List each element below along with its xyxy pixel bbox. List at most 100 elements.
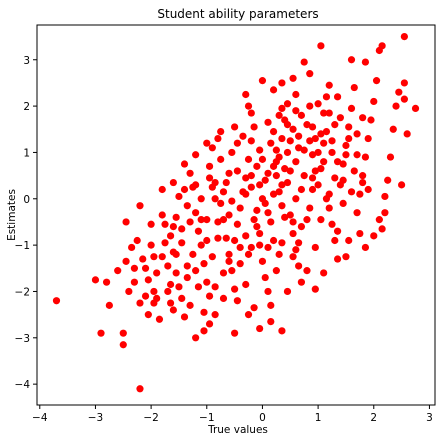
data-point	[102, 278, 111, 286]
data-point	[169, 222, 177, 231]
data-point	[139, 255, 147, 263]
data-point	[289, 125, 297, 133]
data-point	[256, 229, 264, 238]
data-point	[308, 123, 317, 131]
data-point	[353, 130, 361, 138]
data-point	[225, 211, 233, 219]
data-point	[275, 111, 283, 119]
data-point	[231, 123, 239, 131]
data-point	[347, 104, 356, 113]
data-point	[219, 294, 228, 303]
data-point	[370, 232, 378, 240]
data-point	[289, 229, 297, 238]
data-point	[205, 320, 214, 328]
data-point	[375, 216, 383, 224]
data-point	[166, 232, 175, 240]
data-point	[392, 102, 400, 110]
data-point	[211, 283, 219, 291]
data-point	[253, 222, 261, 231]
data-point	[114, 267, 122, 275]
data-point	[247, 109, 255, 117]
data-point	[258, 155, 267, 163]
data-point	[322, 127, 331, 136]
data-point	[378, 42, 386, 50]
data-point	[247, 183, 255, 191]
data-point	[317, 216, 325, 224]
data-point	[247, 243, 255, 252]
data-point	[205, 292, 214, 300]
data-point	[356, 229, 364, 238]
data-point	[158, 211, 166, 219]
data-point	[267, 317, 275, 326]
y-tick-label: 2	[23, 101, 30, 113]
data-point	[333, 93, 342, 101]
data-point	[389, 125, 397, 133]
data-point	[306, 70, 314, 78]
data-point	[339, 176, 347, 184]
data-point	[186, 301, 194, 309]
data-point	[125, 287, 133, 296]
data-point	[178, 239, 186, 247]
data-point	[400, 32, 408, 41]
data-point	[278, 239, 286, 247]
data-points	[52, 32, 420, 393]
data-point	[311, 167, 319, 175]
data-point	[264, 169, 272, 177]
data-point	[295, 132, 303, 140]
data-point	[119, 341, 127, 349]
data-point	[208, 144, 216, 152]
data-point	[292, 158, 300, 166]
data-point	[300, 58, 308, 66]
x-tick-label: −4	[32, 412, 48, 424]
data-point	[158, 185, 166, 194]
x-tick-label: −2	[143, 412, 158, 424]
y-tick-label: 1	[23, 147, 30, 159]
data-point	[236, 260, 244, 268]
x-tick-label: 2	[370, 412, 377, 424]
y-tick-label: −2	[15, 286, 30, 298]
data-point	[292, 195, 300, 203]
data-point	[311, 134, 319, 143]
data-point	[228, 197, 236, 205]
data-point	[180, 160, 189, 168]
data-point	[275, 188, 283, 196]
data-point	[400, 95, 408, 103]
data-point	[228, 148, 236, 157]
data-point	[272, 146, 280, 154]
data-point	[136, 202, 144, 210]
x-tick-label: 3	[426, 412, 433, 424]
data-point	[331, 121, 339, 129]
data-point	[242, 280, 250, 289]
data-point	[350, 167, 358, 175]
data-point	[122, 218, 130, 226]
data-point	[272, 172, 280, 180]
data-point	[336, 114, 344, 122]
data-point	[164, 287, 172, 296]
data-point	[169, 306, 177, 314]
data-point	[264, 287, 272, 296]
data-point	[150, 253, 158, 261]
data-point	[247, 137, 255, 145]
data-point	[325, 204, 333, 212]
data-point	[361, 243, 370, 252]
data-point	[269, 236, 278, 245]
data-point	[347, 56, 356, 64]
data-point	[52, 297, 61, 305]
y-axis-label: Estimates	[6, 189, 18, 241]
data-point	[411, 104, 420, 113]
data-point	[292, 246, 300, 254]
data-point	[381, 192, 389, 201]
data-point	[372, 77, 381, 85]
data-point	[136, 385, 144, 393]
data-point	[197, 195, 205, 203]
data-point	[314, 148, 322, 157]
data-point	[300, 172, 308, 180]
data-point	[250, 304, 258, 312]
data-point	[147, 241, 155, 249]
data-point	[317, 42, 325, 50]
data-point	[308, 151, 317, 159]
data-point	[172, 269, 180, 277]
data-point	[144, 276, 152, 284]
data-point	[361, 153, 370, 161]
data-point	[345, 134, 353, 143]
